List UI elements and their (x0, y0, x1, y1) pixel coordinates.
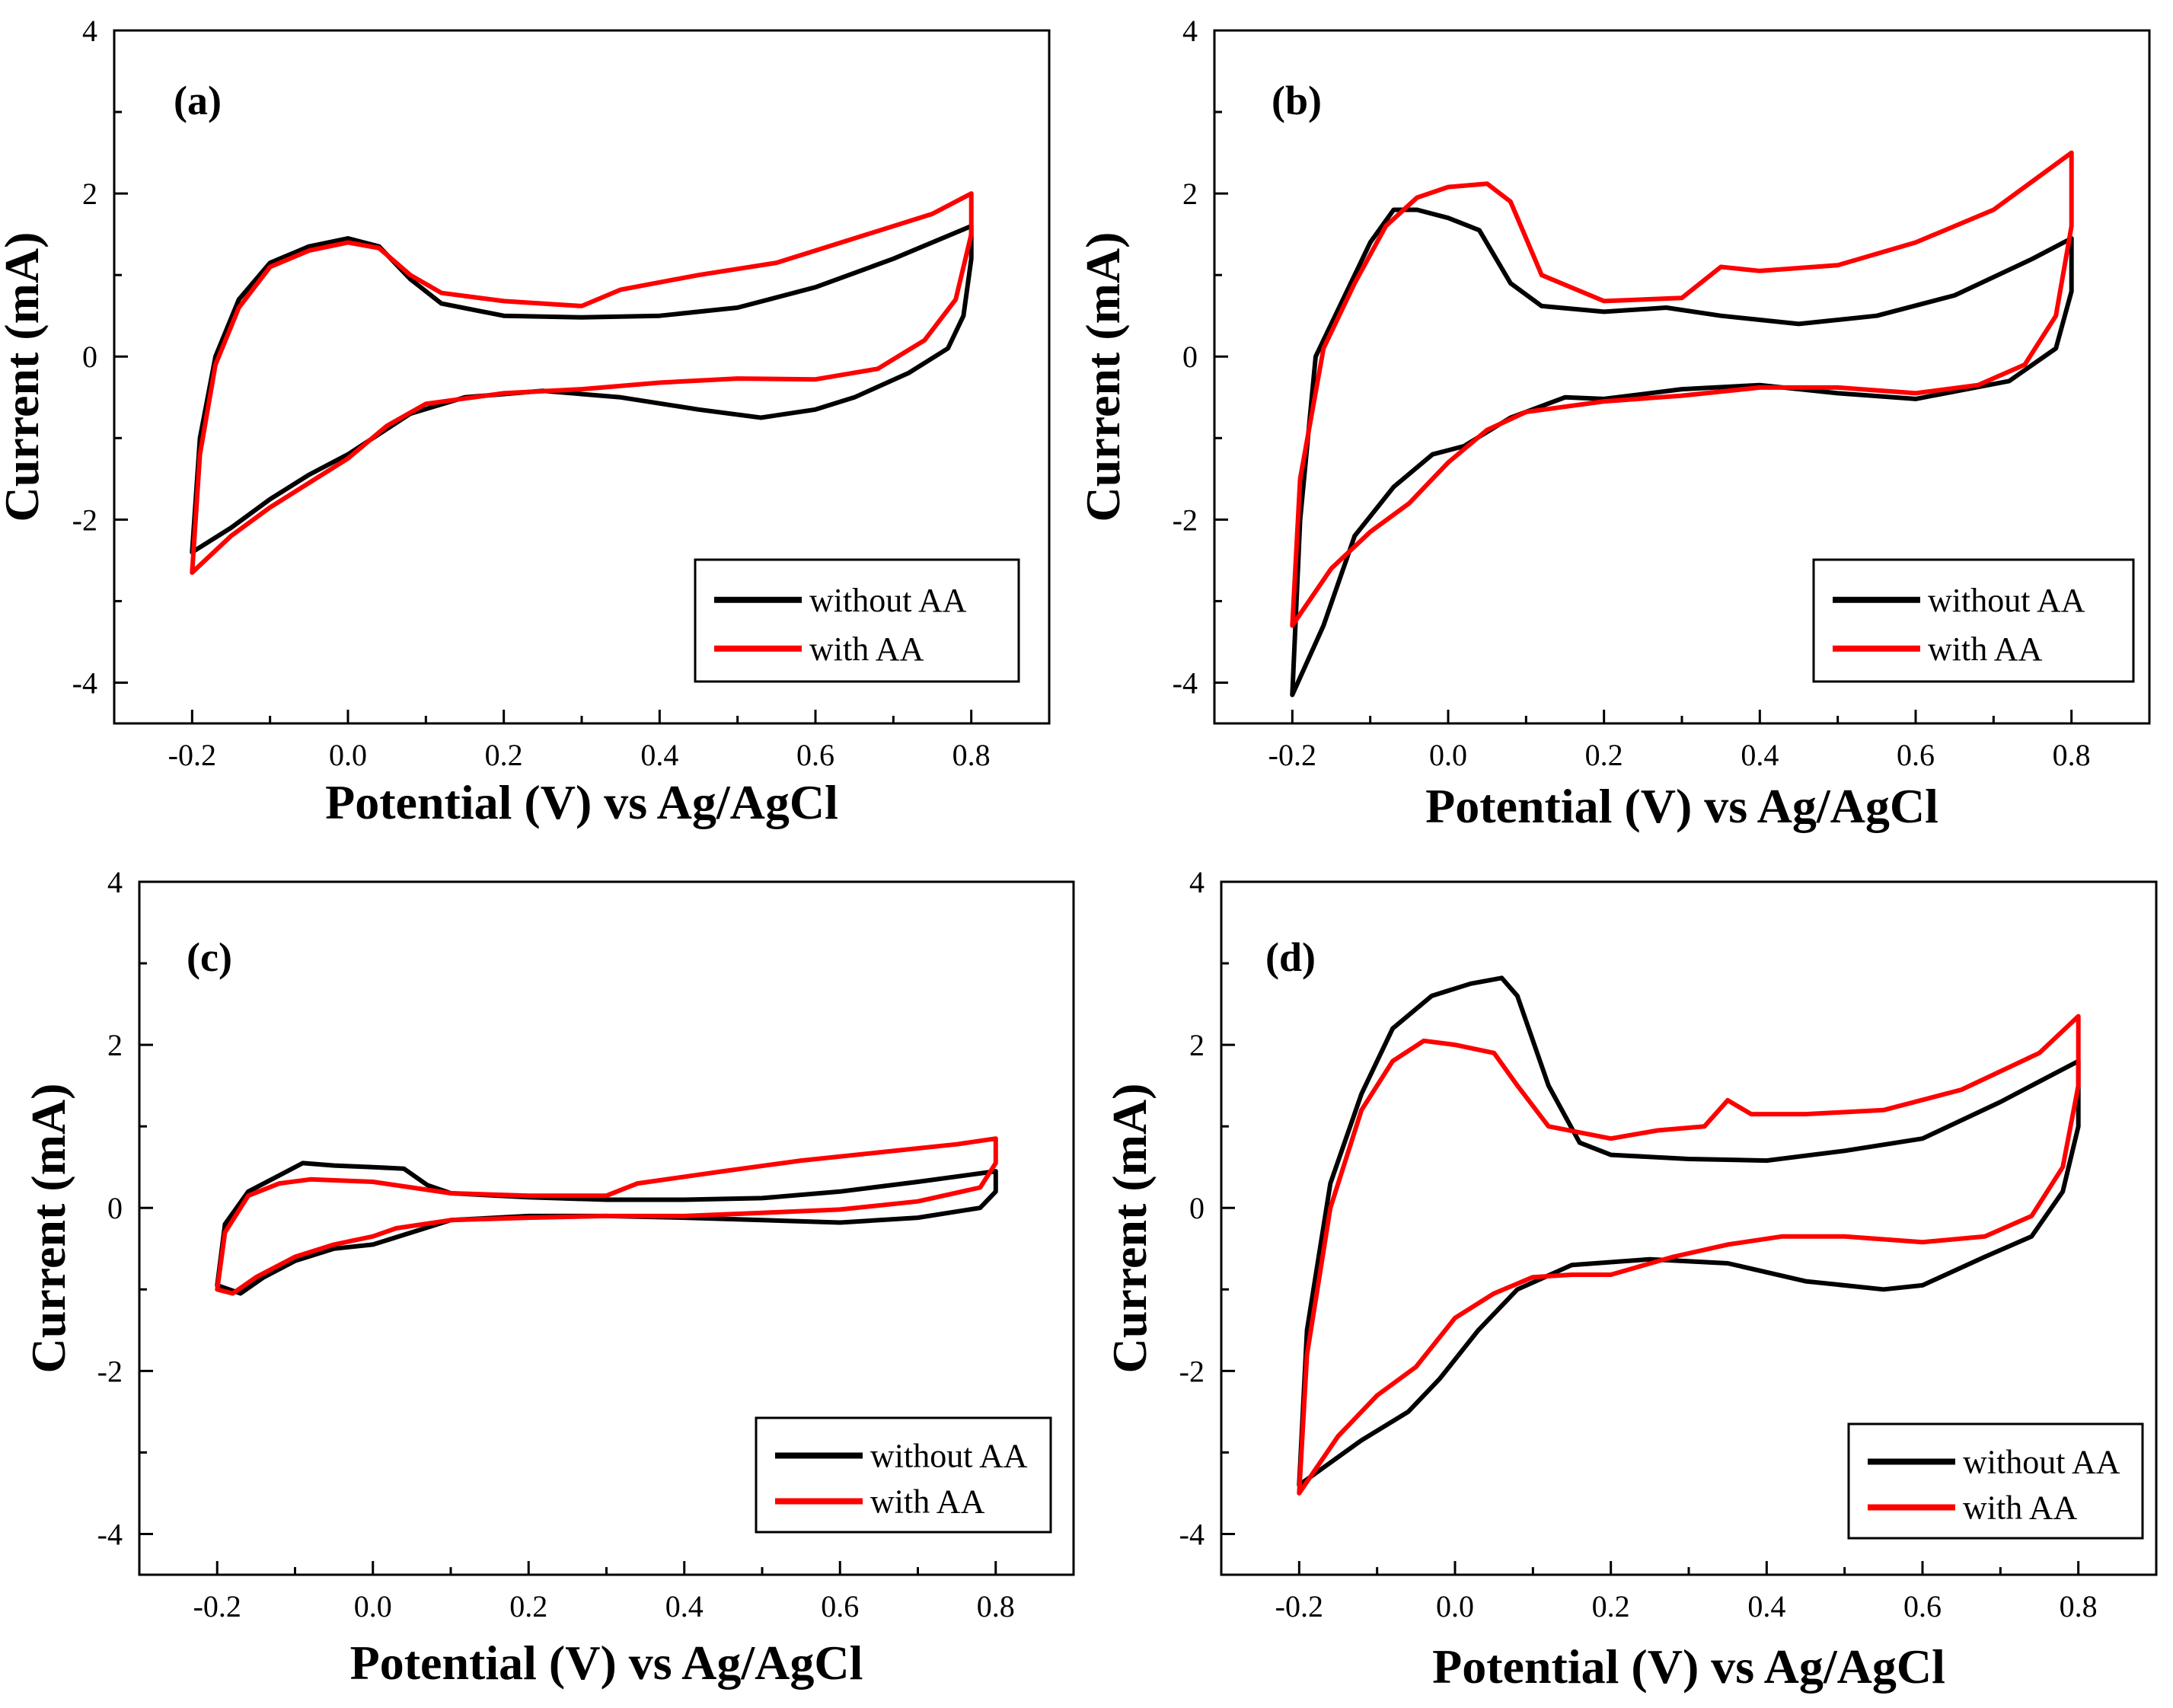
y-tick-label: -2 (72, 503, 97, 537)
x-tick-label: 0.2 (1592, 1589, 1630, 1623)
legend: without AA with AA (694, 558, 1020, 683)
y-tick-label: 2 (1182, 177, 1198, 211)
panel-a: -0.2 0.0 0.2 0.4 0.6 0.8 -4 -2 0 2 4 Potential (V) … (0, 14, 1051, 829)
legend: without AA with AA (1847, 1422, 2144, 1540)
panel-label: (d) (1265, 934, 1316, 980)
y-tick-label: -4 (1179, 1517, 1205, 1551)
x-tick-label: -0.2 (1275, 1589, 1323, 1623)
x-tick-label: 0.6 (796, 738, 834, 772)
legend: without AA with AA (755, 1416, 1052, 1534)
y-tick-label: -2 (97, 1354, 123, 1388)
legend-label: with AA (1963, 1489, 2078, 1527)
x-tick-label: 0.6 (821, 1589, 859, 1623)
panel-label: (b) (1272, 78, 1322, 123)
x-tick-label: -0.2 (1268, 738, 1316, 772)
y-tick-label: -4 (72, 666, 97, 700)
y-axis-title: Current (mA) (21, 1084, 75, 1374)
y-tick-label: 4 (1189, 865, 1205, 899)
series-line-without-aa (215, 1160, 998, 1296)
x-tick-label: 0.0 (1436, 1589, 1474, 1623)
legend-label: with AA (870, 1483, 985, 1521)
x-tick-label: -0.2 (168, 738, 216, 772)
y-tick-label: 4 (107, 865, 123, 899)
series-line-with-aa (215, 1136, 998, 1296)
legend-label: without AA (1963, 1444, 2120, 1481)
x-tick-label: 0.0 (1429, 738, 1467, 772)
y-axis-title: Current (mA) (1076, 232, 1130, 522)
legend: without AA with AA (1812, 558, 2135, 683)
x-tick-label: 0.8 (952, 738, 991, 772)
x-axis-title: Potential (V) vs Ag/AgCl (350, 1636, 863, 1690)
panel-d: -0.2 0.0 0.2 0.4 0.6 0.8 -4 -2 0 2 4 Potential (V) … (1102, 865, 2158, 1694)
legend-box (1847, 1422, 2144, 1540)
y-tick-label: 2 (1189, 1028, 1205, 1062)
legend-box (694, 558, 1020, 683)
x-axis-title: Potential (V) vs Ag/AgCl (1432, 1639, 1945, 1694)
legend-label: without AA (809, 582, 967, 619)
x-tick-label: 0.4 (640, 738, 678, 772)
y-tick-label: -4 (1173, 666, 1198, 700)
y-tick-label: -4 (97, 1517, 123, 1551)
y-tick-label: 0 (1182, 340, 1198, 374)
legend-label: without AA (870, 1438, 1028, 1475)
x-axis-title: Potential (V) vs Ag/AgCl (325, 775, 838, 829)
legend-label: without AA (1928, 582, 2085, 619)
y-axis-title: Current (mA) (0, 232, 49, 522)
x-tick-label: 0.2 (509, 1589, 547, 1623)
x-tick-label: 0.2 (485, 738, 523, 772)
legend-label: with AA (1928, 631, 2043, 668)
panel-b: -0.2 0.0 0.2 0.4 0.6 0.8 -4 -2 0 2 4 Potential (V) … (1076, 14, 2151, 833)
x-tick-label: 0.4 (1741, 738, 1779, 772)
x-tick-label: 0.8 (2060, 1589, 2098, 1623)
x-tick-label: 0.4 (665, 1589, 704, 1623)
y-tick-label: 0 (107, 1191, 123, 1225)
x-tick-label: 0.2 (1585, 738, 1623, 772)
y-tick-label: 4 (82, 14, 97, 48)
y-tick-label: -2 (1179, 1354, 1205, 1388)
series-line-with-aa (1290, 150, 2074, 628)
series-line-with-aa (190, 191, 974, 575)
legend-box (1812, 558, 2135, 683)
x-tick-label: 0.6 (1897, 738, 1935, 772)
x-tick-label: 0.8 (2053, 738, 2091, 772)
y-tick-label: -2 (1173, 503, 1198, 537)
x-tick-label: 0.6 (1903, 1589, 1942, 1623)
y-tick-label: 4 (1182, 14, 1198, 48)
y-tick-label: 0 (82, 340, 97, 374)
x-tick-label: 0.0 (329, 738, 367, 772)
panel-label: (c) (187, 934, 232, 980)
panel-c: -0.2 0.0 0.2 0.4 0.6 0.8 -4 -2 0 2 4 Potential (V) … (21, 865, 1075, 1690)
y-tick-label: 2 (82, 177, 97, 211)
legend-label: with AA (809, 631, 924, 668)
y-tick-label: 2 (107, 1028, 123, 1062)
series-line-without-aa (1297, 975, 2081, 1488)
legend-box (755, 1416, 1052, 1534)
y-axis-title: Current (mA) (1102, 1084, 1157, 1374)
panel-label: (a) (174, 78, 222, 123)
x-tick-label: 0.4 (1747, 1589, 1785, 1623)
x-axis-title: Potential (V) vs Ag/AgCl (1425, 779, 1938, 833)
series-line-with-aa (1297, 1014, 2081, 1496)
x-tick-label: 0.0 (354, 1589, 392, 1623)
x-tick-label: -0.2 (193, 1589, 241, 1623)
x-tick-label: 0.8 (977, 1589, 1015, 1623)
y-tick-label: 0 (1189, 1191, 1205, 1225)
